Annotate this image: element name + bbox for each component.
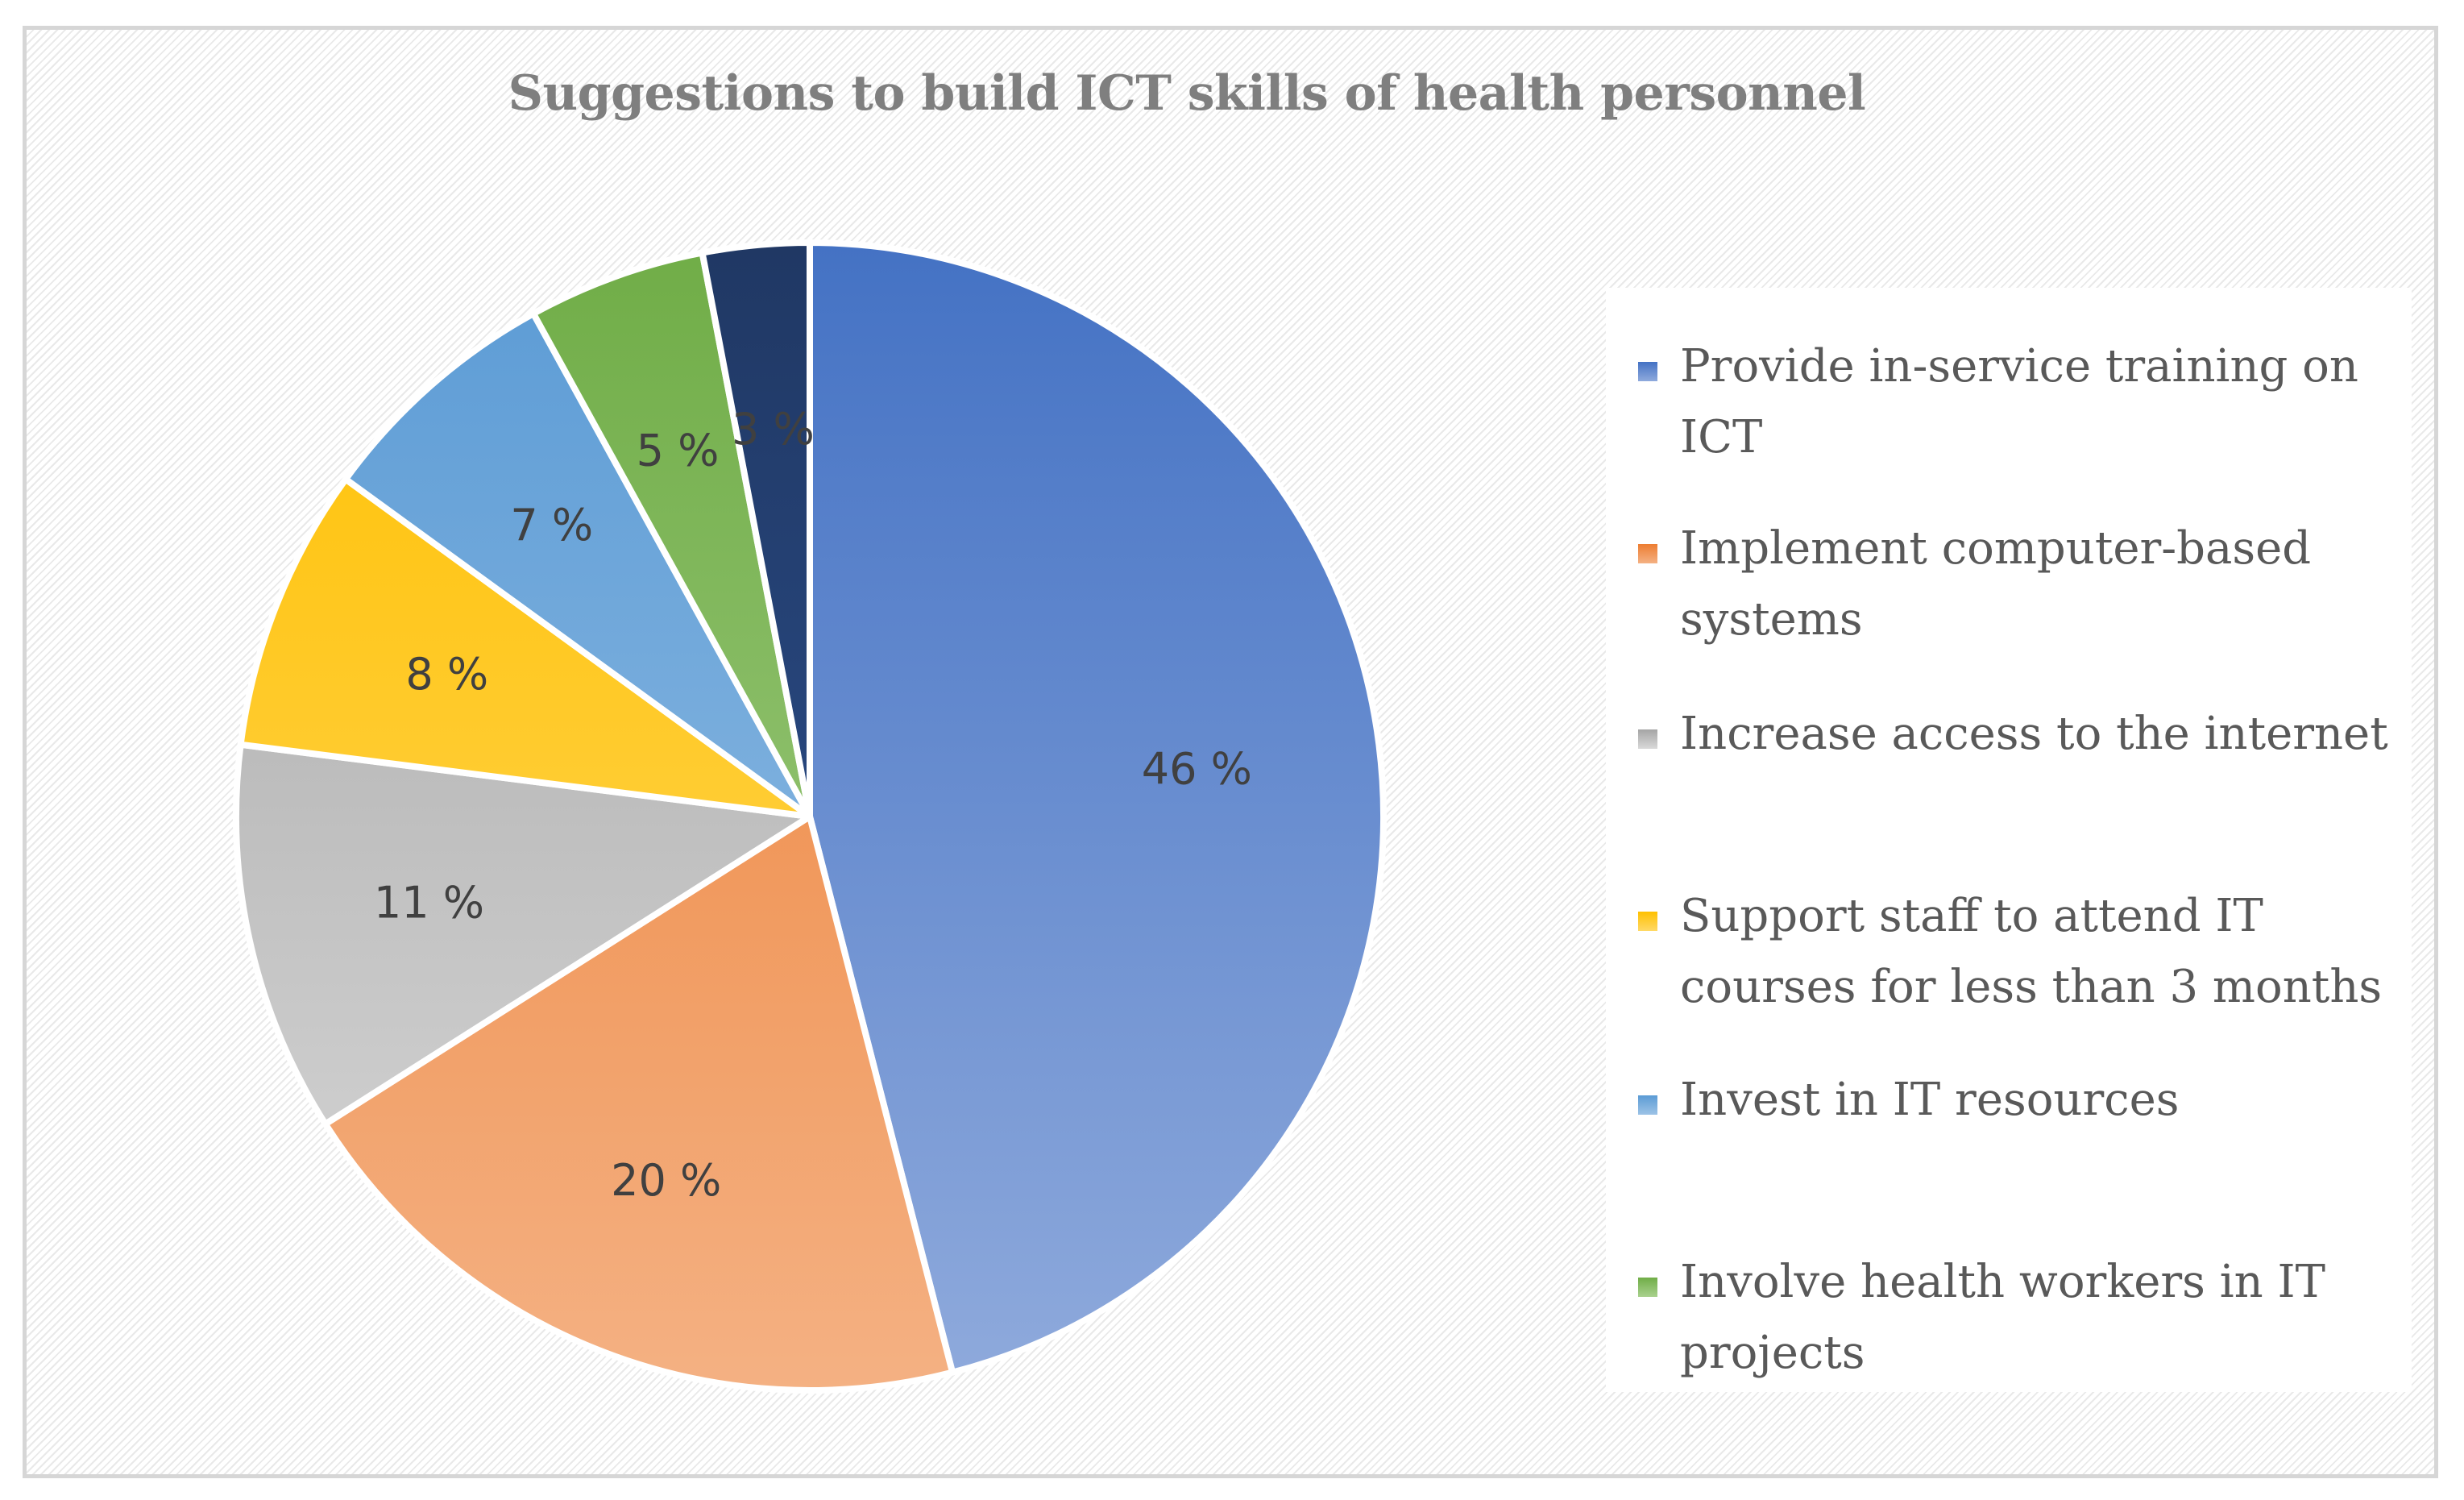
pie-slice-1 (807, 239, 1387, 1376)
chart-frame: Suggestions to build ICT skills of healt… (23, 26, 2438, 1478)
pie-slice-7 (699, 239, 813, 820)
slice-label-7: 3 % (732, 404, 815, 455)
slice-label-5: 7 % (510, 500, 593, 551)
legend-swatch (1638, 1095, 1657, 1115)
legend-label: Provide in-service training on ICT (1680, 340, 2358, 463)
pie-slice-6 (529, 249, 813, 820)
legend-swatch (1638, 912, 1657, 931)
legend-label: Implement computer-based systems (1680, 522, 2312, 646)
slice-label-4: 8 % (405, 649, 488, 700)
legend-swatch (1638, 544, 1657, 563)
legend-label: Support staff to attend IT courses for l… (1680, 890, 2383, 1013)
slice-label-3: 11 % (374, 878, 484, 929)
pie-slice-5 (342, 310, 813, 820)
pie-slice-4 (237, 476, 813, 820)
chart-title: Suggestions to build ICT skills of healt… (508, 65, 1866, 122)
legend-swatch (1638, 362, 1657, 381)
legend-swatch (1638, 1278, 1657, 1297)
legend-label: Involve health workers in IT projects (1680, 1256, 2325, 1379)
legend: Provide in-service training on ICT Implem… (1606, 288, 2412, 1392)
slice-label-2: 20 % (611, 1155, 721, 1206)
legend-label: Invest in IT resources (1680, 1074, 2180, 1126)
legend-label: Increase access to the internet (1680, 708, 2388, 760)
legend-swatch (1638, 729, 1657, 749)
pie-slice-3 (233, 741, 813, 1128)
pie-slice-2 (321, 813, 956, 1394)
pie-chart: 46 % 20 % 11 % 8 % 7 % 5 % 3 % (233, 239, 1387, 1394)
slice-label-6: 5 % (637, 425, 720, 476)
slice-label-1: 46 % (1142, 743, 1252, 794)
